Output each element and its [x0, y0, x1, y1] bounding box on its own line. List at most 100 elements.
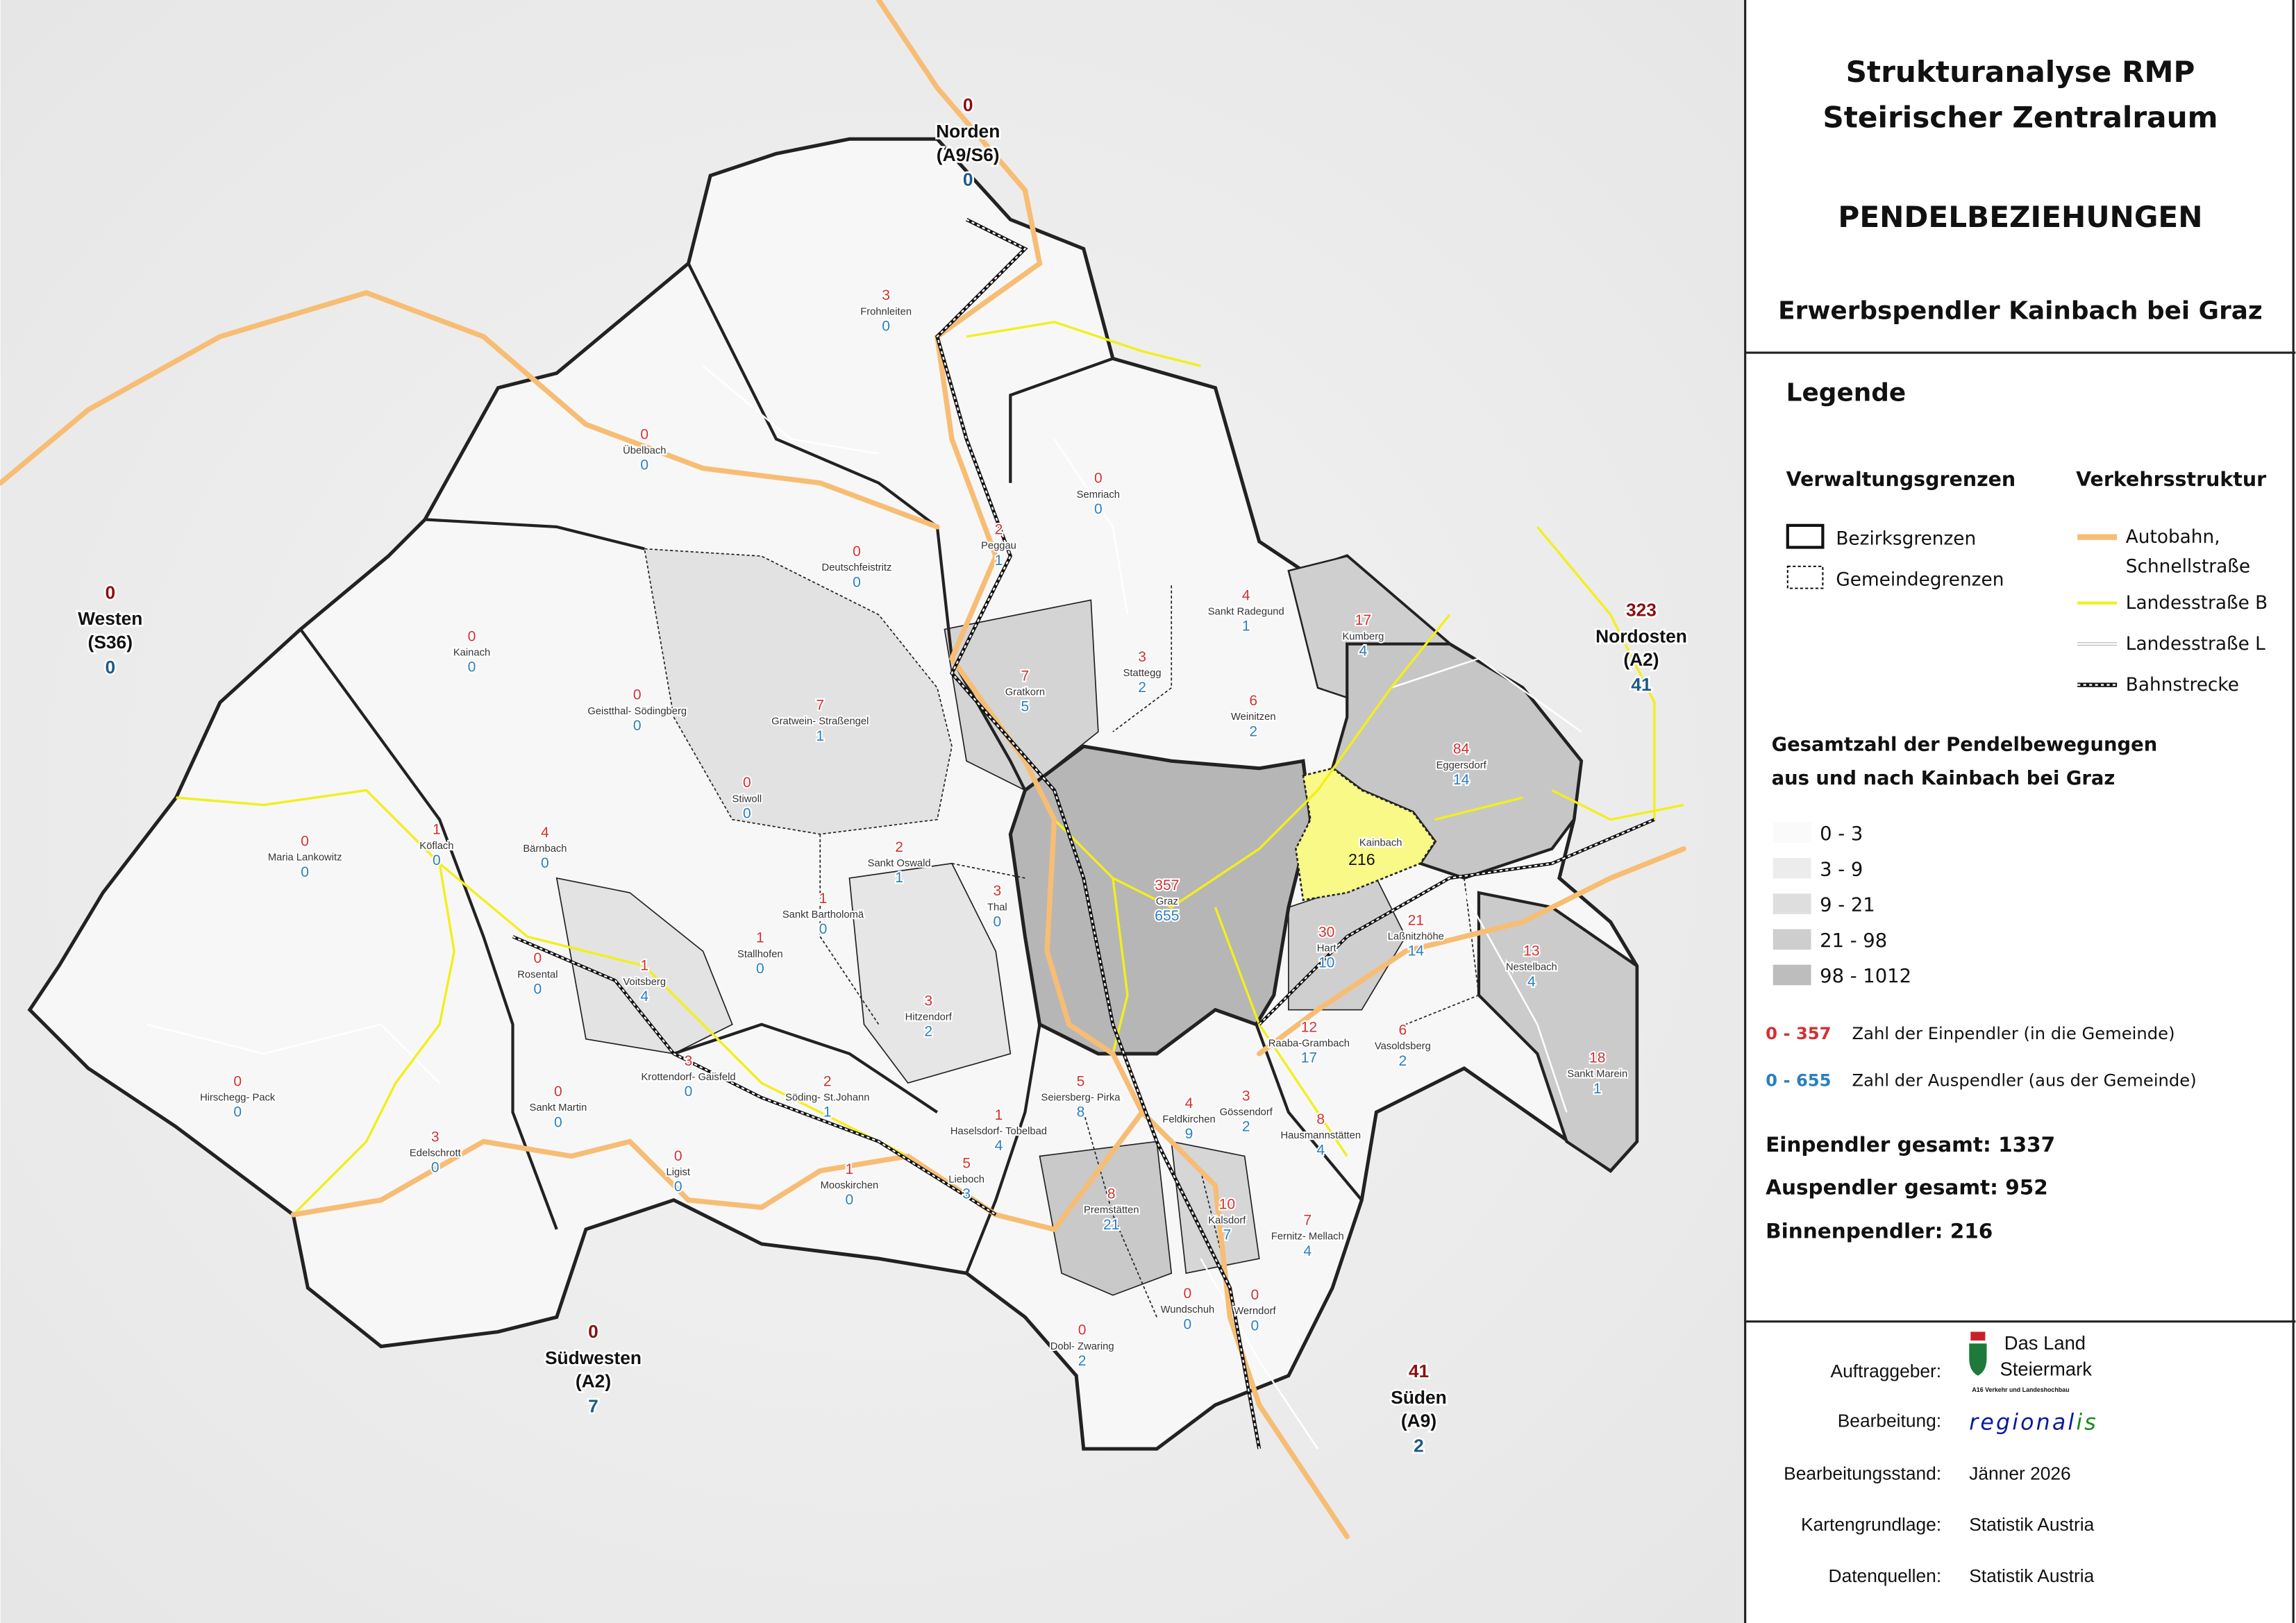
home-label[interactable]: Kainbach 216	[1348, 836, 1404, 868]
einpendler-count: 4	[1185, 1095, 1193, 1111]
auspendler-count: 0	[433, 852, 441, 868]
auspendler-count: 2	[1249, 723, 1257, 739]
class-legend: 0 - 3 3 - 9 9 - 21 21 - 98 98 - 1012	[1773, 822, 1911, 987]
roads-landesstrasse-l	[146, 365, 1582, 1449]
einpendler-count: 4	[1242, 587, 1250, 603]
einpendler-count: 0	[1078, 1322, 1087, 1338]
municipality-name: Übelbach	[623, 444, 666, 457]
municipality-name: Raaba-Grambach	[1268, 1038, 1350, 1049]
auspendler-count: 2	[924, 1024, 932, 1040]
credit-label: Bearbeitungsstand:	[1784, 1463, 1941, 1483]
einpendler-count: 0	[534, 950, 542, 966]
auspendler-count: 0	[1094, 501, 1103, 517]
direction-in: 0	[105, 582, 115, 603]
map-area[interactable]: 3Frohnleiten00Übelbach00Semriach00Deutsc…	[0, 0, 1745, 1623]
einpendler-count: 1	[433, 822, 441, 838]
einpendler-count: 0	[301, 834, 309, 850]
municipality-name: Krottendorf- Gaisfeld	[641, 1072, 735, 1083]
auspendler-count: 1	[1593, 1081, 1602, 1097]
class-label: 98 - 1012	[1820, 966, 1911, 987]
crown-icon	[1970, 1331, 1986, 1341]
einpendler-count: 1	[846, 1161, 854, 1177]
einpendler-count: 8	[1316, 1111, 1325, 1127]
class-label: 3 - 9	[1820, 859, 1863, 880]
auspendler-count: 0	[1251, 1318, 1259, 1334]
direction-in: 323	[1626, 600, 1657, 621]
class-swatch	[1773, 929, 1811, 950]
class-label: 21 - 98	[1820, 930, 1887, 952]
einpendler-count: 4	[541, 825, 549, 841]
total-heading: Gesamtzahl der Pendelbewegungen	[1772, 734, 2158, 756]
einpendler-count: 18	[1589, 1050, 1605, 1066]
einpendler-count: 5	[962, 1155, 971, 1171]
municipality-name: Maria Lankowitz	[268, 852, 342, 864]
municipality-label[interactable]: 4 Sankt Radegund 1	[1207, 586, 1286, 635]
municipality-name: Werndorf	[1234, 1306, 1276, 1317]
credit-value: Statistik Austria	[1969, 1565, 2094, 1586]
traffic-item: Autobahn,	[2126, 527, 2220, 548]
einpendler-count: 1	[756, 930, 764, 946]
einpendler-count: 13	[1523, 943, 1539, 959]
direction-out: 0	[963, 169, 973, 190]
direction-in: 41	[1409, 1361, 1429, 1381]
einpendler-count: 2	[895, 839, 903, 855]
municipality-labels: 3Frohnleiten00Übelbach00Semriach00Deutsc…	[199, 286, 1629, 1370]
einpendler-count: 0	[554, 1084, 562, 1100]
logo-text: Steiermark	[2000, 1359, 2092, 1380]
municipality-name: Stallhofen	[737, 949, 783, 960]
einpendler-count: 0	[468, 628, 476, 644]
class-swatch	[1773, 822, 1811, 843]
credit-value: Jänner 2026	[1969, 1463, 2070, 1483]
